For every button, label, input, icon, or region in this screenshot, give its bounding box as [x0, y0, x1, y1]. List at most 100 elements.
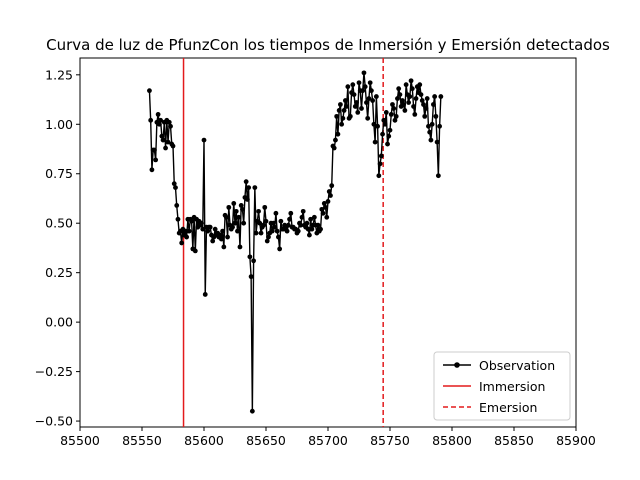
x-tick-label: 85900: [556, 433, 596, 448]
x-axis-ticks: 85500 85550 85600 85650 85700 85750 85800 85850…: [60, 427, 596, 448]
observation-point: [288, 210, 294, 216]
observation-point: [320, 210, 326, 216]
observation-point: [369, 88, 374, 94]
observation-point: [251, 258, 256, 264]
observation-point: [186, 228, 192, 234]
observation-point: [360, 88, 366, 94]
observation-point: [375, 123, 380, 129]
observation-point: [232, 220, 238, 226]
observation-point: [147, 88, 152, 94]
observation-point: [393, 113, 399, 119]
observation-point: [385, 141, 390, 147]
observation-point: [392, 117, 398, 123]
observation-point: [189, 218, 195, 224]
observation-point: [403, 82, 409, 88]
x-tick-label: 85650: [246, 433, 286, 448]
observation-point: [307, 232, 312, 238]
observation-point: [170, 143, 176, 149]
legend-observation-marker: [454, 362, 460, 368]
observation-point: [342, 98, 348, 103]
observation-point: [417, 82, 423, 88]
observation-point: [155, 111, 161, 117]
observation-point: [273, 210, 279, 216]
observation-point: [335, 131, 341, 137]
observation-point: [435, 173, 441, 179]
observation-point: [325, 199, 331, 204]
observation-point: [266, 234, 271, 240]
observation-point: [276, 234, 281, 240]
observation-point: [387, 127, 393, 133]
observation-point: [377, 161, 383, 167]
observation-point: [171, 181, 177, 187]
observation-point: [212, 226, 218, 232]
observation-point: [427, 129, 433, 135]
observation-point: [201, 137, 207, 143]
observation-point: [400, 98, 405, 103]
observation-point: [269, 228, 275, 234]
observation-point: [324, 214, 330, 220]
observation-point: [334, 113, 340, 119]
observation-point: [371, 121, 377, 127]
observation-point: [380, 131, 385, 137]
observation-point: [395, 96, 400, 101]
observation-point: [241, 220, 247, 226]
observation-point: [223, 214, 229, 220]
observation-point: [153, 157, 159, 163]
observation-point: [175, 216, 181, 222]
observation-point: [236, 214, 242, 220]
observation-point: [246, 185, 252, 191]
observation-point: [272, 224, 278, 230]
observation-point: [148, 117, 154, 123]
observation-point: [372, 139, 378, 145]
observation-point: [221, 244, 227, 250]
legend-immersion-label: Immersion: [479, 379, 545, 394]
y-tick-label: 0.50: [45, 216, 73, 231]
observation-point: [158, 117, 164, 123]
observation-point: [159, 133, 165, 139]
x-tick-label: 85700: [308, 433, 348, 448]
observation-point: [340, 115, 346, 121]
observation-point: [347, 113, 353, 119]
observation-point: [184, 234, 190, 240]
observation-point: [168, 123, 173, 129]
observation-point: [207, 224, 213, 230]
observation-point: [309, 226, 315, 232]
observation-point: [179, 240, 185, 246]
observation-point: [217, 232, 223, 238]
observation-point: [431, 102, 436, 107]
observation-point: [373, 94, 379, 99]
observation-point: [277, 246, 283, 252]
observation-point: [321, 201, 327, 206]
observation-point: [350, 82, 356, 88]
observation-point: [247, 254, 253, 260]
observation-point: [323, 204, 328, 210]
observation-point: [237, 244, 243, 250]
observation-point: [274, 228, 280, 234]
observation-point: [149, 167, 155, 173]
legend: Observation Immersion Emersion: [433, 351, 571, 421]
observation-point: [299, 214, 305, 220]
observation-point: [205, 228, 211, 234]
observation-point: [438, 94, 444, 99]
observation-point: [336, 108, 342, 113]
observation-point: [362, 84, 368, 90]
observation-point: [421, 102, 426, 107]
observation-point: [329, 183, 335, 189]
observation-point: [423, 106, 429, 111]
observation-point: [433, 113, 439, 119]
observation-point: [396, 86, 402, 92]
observation-point: [437, 123, 442, 129]
observation-point: [333, 137, 338, 143]
x-tick-label: 85750: [370, 433, 410, 448]
observation-point: [308, 216, 314, 222]
x-tick-label: 85800: [432, 433, 472, 448]
observation-point: [391, 106, 397, 111]
observation-point: [284, 228, 290, 234]
observation-point: [156, 121, 162, 127]
observation-point: [408, 78, 414, 84]
observation-point: [402, 108, 408, 113]
observation-point: [354, 100, 359, 105]
observation-point: [413, 96, 419, 101]
observation-point: [311, 214, 317, 220]
observation-point: [401, 102, 407, 107]
